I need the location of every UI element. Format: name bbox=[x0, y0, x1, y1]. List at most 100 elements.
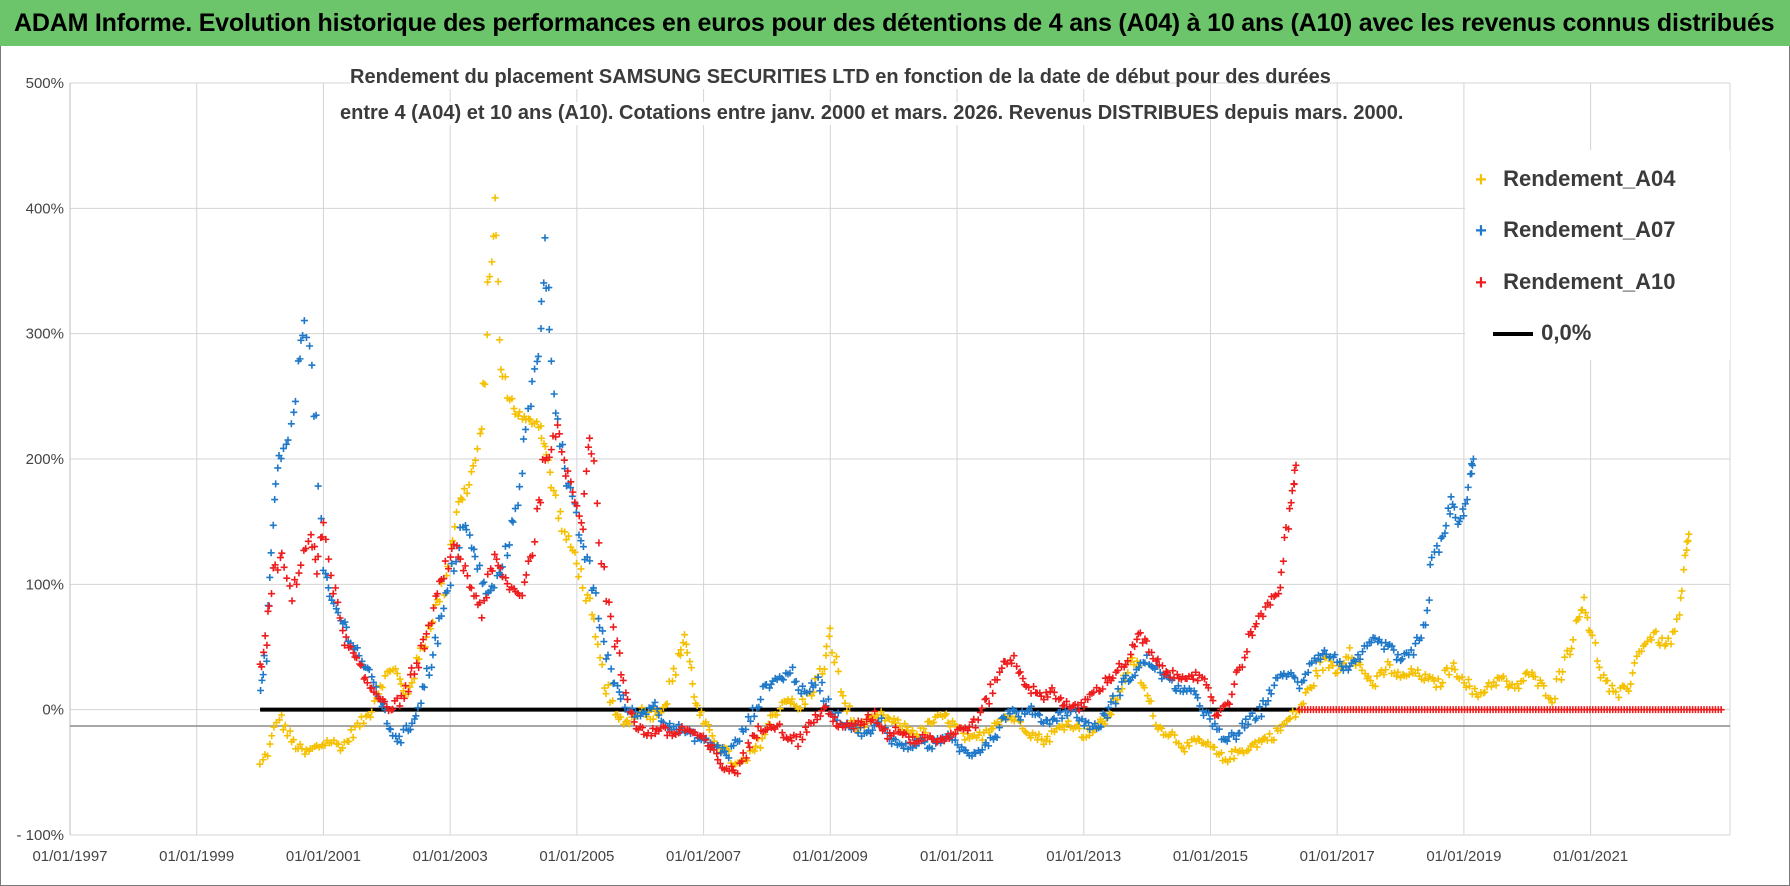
point-rendement-a04 bbox=[1195, 735, 1203, 743]
point-rendement-a07 bbox=[824, 695, 832, 703]
point-rendement-a04 bbox=[1563, 647, 1571, 655]
point-rendement-a04 bbox=[1652, 627, 1660, 635]
legend-item-a07: + Rendement_A07 bbox=[1465, 215, 1675, 245]
point-rendement-a10 bbox=[1154, 655, 1162, 663]
point-rendement-a10 bbox=[1122, 661, 1130, 669]
point-rendement-a10 bbox=[329, 590, 337, 598]
point-rendement-a04 bbox=[687, 664, 695, 672]
point-rendement-a10 bbox=[616, 649, 624, 657]
point-rendement-a07 bbox=[1107, 698, 1115, 706]
point-rendement-a10 bbox=[763, 725, 771, 733]
point-rendement-a04 bbox=[1458, 673, 1466, 681]
point-rendement-a07 bbox=[437, 612, 445, 620]
point-rendement-a04 bbox=[1156, 723, 1164, 731]
point-rendement-a10 bbox=[996, 668, 1004, 676]
point-rendement-a07 bbox=[473, 565, 481, 573]
point-rendement-a07 bbox=[277, 455, 285, 463]
point-rendement-a07 bbox=[1363, 642, 1371, 650]
point-rendement-a04 bbox=[1557, 676, 1565, 684]
point-rendement-a04 bbox=[476, 430, 484, 438]
point-rendement-a10 bbox=[1136, 629, 1144, 637]
point-rendement-a10 bbox=[856, 721, 864, 729]
point-rendement-a07 bbox=[1422, 621, 1430, 629]
point-rendement-a07 bbox=[314, 482, 322, 490]
point-rendement-a10 bbox=[1291, 466, 1299, 474]
point-rendement-a10 bbox=[1008, 659, 1016, 667]
point-rendement-a10 bbox=[951, 730, 959, 738]
point-rendement-a10 bbox=[1010, 652, 1018, 660]
point-rendement-a10 bbox=[1285, 525, 1293, 533]
point-rendement-a04 bbox=[301, 750, 309, 758]
point-rendement-a10 bbox=[611, 643, 619, 651]
point-rendement-a04 bbox=[537, 434, 545, 442]
point-rendement-a04 bbox=[756, 744, 764, 752]
point-rendement-a04 bbox=[704, 721, 712, 729]
point-rendement-a07 bbox=[607, 665, 615, 673]
point-rendement-a07 bbox=[1016, 716, 1024, 724]
point-rendement-a10 bbox=[728, 762, 736, 770]
point-rendement-a07 bbox=[1211, 720, 1219, 728]
x-tick-label: 01/01/2003 bbox=[413, 848, 488, 865]
point-rendement-a10 bbox=[558, 448, 566, 456]
legend-label-a04: Rendement_A04 bbox=[1503, 166, 1676, 191]
point-rendement-a04 bbox=[985, 729, 993, 737]
point-rendement-a10 bbox=[410, 670, 418, 678]
point-rendement-a07 bbox=[486, 587, 494, 595]
point-rendement-a04 bbox=[1643, 638, 1651, 646]
point-rendement-a10 bbox=[484, 570, 492, 578]
point-rendement-a07 bbox=[666, 719, 674, 727]
point-rendement-a07 bbox=[577, 537, 585, 545]
point-rendement-a10 bbox=[478, 614, 486, 622]
point-rendement-a04 bbox=[586, 594, 594, 602]
point-rendement-a07 bbox=[814, 673, 822, 681]
point-rendement-a07 bbox=[387, 725, 395, 733]
point-rendement-a10 bbox=[1127, 650, 1135, 658]
point-rendement-a10 bbox=[327, 571, 335, 579]
point-rendement-a07 bbox=[1036, 711, 1044, 719]
point-rendement-a07 bbox=[302, 333, 310, 341]
point-rendement-a07 bbox=[534, 352, 542, 360]
point-rendement-a10 bbox=[1248, 631, 1256, 639]
point-rendement-a04 bbox=[601, 684, 609, 692]
point-rendement-a04 bbox=[460, 485, 468, 493]
point-rendement-a07 bbox=[266, 573, 274, 581]
point-rendement-a07 bbox=[602, 655, 610, 663]
point-rendement-a07 bbox=[282, 440, 290, 448]
point-rendement-a07 bbox=[730, 742, 738, 750]
point-rendement-a10 bbox=[813, 715, 821, 723]
point-rendement-a04 bbox=[427, 625, 435, 633]
point-rendement-a04 bbox=[1678, 587, 1686, 595]
point-rendement-a04 bbox=[913, 730, 921, 738]
point-rendement-a10 bbox=[628, 709, 636, 717]
point-rendement-a04 bbox=[514, 412, 522, 420]
point-rendement-a10 bbox=[381, 698, 389, 706]
x-tick-label: 01/01/2017 bbox=[1300, 848, 1375, 865]
point-rendement-a04 bbox=[1364, 672, 1372, 680]
point-rendement-a07 bbox=[412, 712, 420, 720]
point-rendement-a04 bbox=[752, 742, 760, 750]
y-tick-label: 0% bbox=[42, 702, 64, 719]
point-rendement-a10 bbox=[332, 584, 340, 592]
point-rendement-a10 bbox=[937, 734, 945, 742]
point-rendement-a04 bbox=[1462, 683, 1470, 691]
point-rendement-a04 bbox=[1583, 614, 1591, 622]
point-rendement-a04 bbox=[1210, 743, 1218, 751]
point-rendement-a04 bbox=[1683, 546, 1691, 554]
point-rendement-a07 bbox=[324, 584, 332, 592]
point-rendement-a07 bbox=[572, 508, 580, 516]
point-rendement-a04 bbox=[488, 258, 496, 266]
point-rendement-a04 bbox=[826, 624, 834, 632]
point-rendement-a04 bbox=[920, 725, 928, 733]
point-rendement-a10 bbox=[304, 537, 312, 545]
point-rendement-a04 bbox=[463, 489, 471, 497]
point-rendement-a10 bbox=[476, 599, 484, 607]
point-rendement-a04 bbox=[894, 716, 902, 724]
point-rendement-a04 bbox=[1600, 671, 1608, 679]
point-rendement-a07 bbox=[1118, 678, 1126, 686]
point-rendement-a04 bbox=[672, 671, 680, 679]
point-rendement-a04 bbox=[677, 646, 685, 654]
point-rendement-a04 bbox=[764, 720, 772, 728]
point-rendement-a07 bbox=[434, 640, 442, 648]
point-rendement-a10 bbox=[467, 584, 475, 592]
point-rendement-a04 bbox=[1503, 677, 1511, 685]
